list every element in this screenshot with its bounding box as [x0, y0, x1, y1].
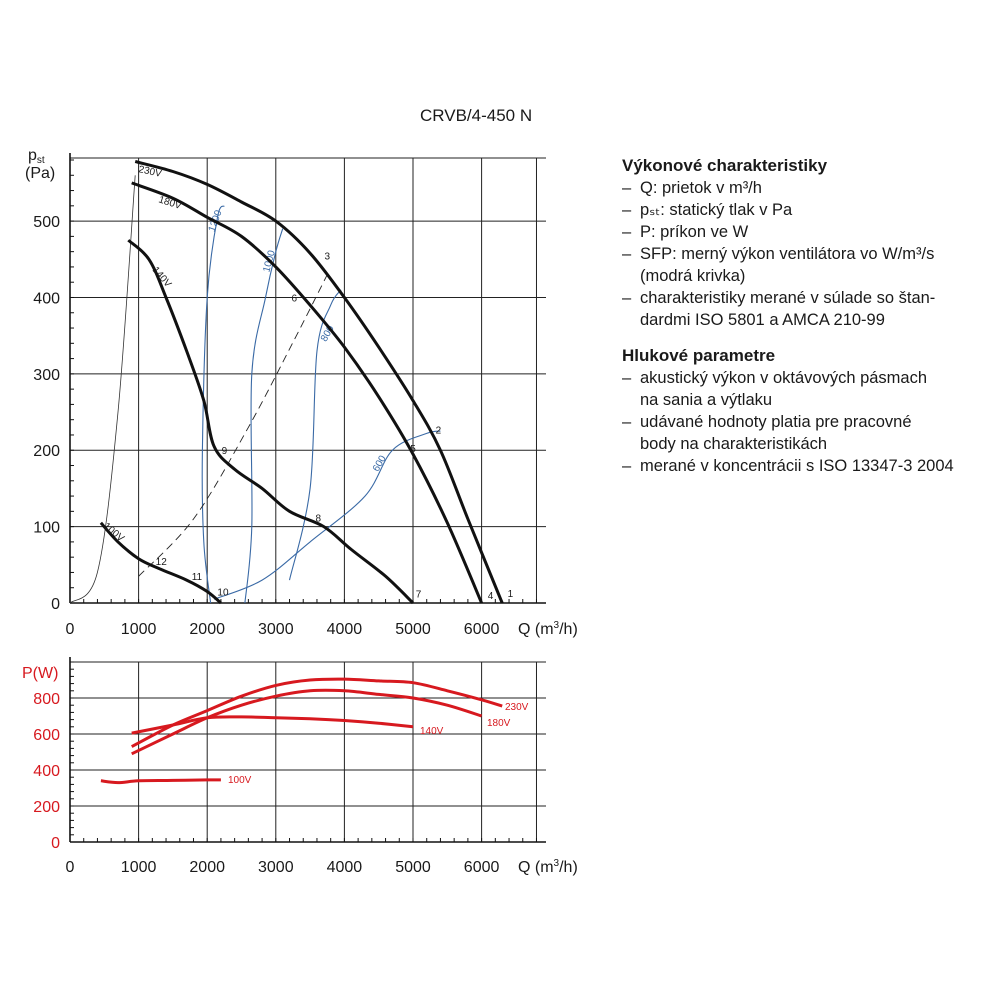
x-tick-label: 3000: [258, 859, 294, 876]
fan-curve-180V: [131, 181, 483, 604]
sfp-label: 600: [371, 453, 389, 473]
x-tick-label: 1000: [121, 859, 157, 876]
noise-item: udávané hodnoty platia pre pracovné body …: [622, 411, 992, 455]
y-axis-label: pst: [28, 147, 45, 166]
perf-item-line: Q: prietok v m³/h: [640, 179, 762, 197]
y-tick-label: 200: [33, 799, 60, 816]
perf-item: Q: prietok v m³/h: [622, 177, 992, 199]
y-axis-unit: (Pa): [25, 165, 55, 182]
pressure-chart: 0 1000 2000 3000 4000 5000 6000 0 100 200 300 400 50…: [25, 147, 578, 638]
voltage-label: 180V: [157, 194, 183, 212]
point-label: 11: [192, 572, 203, 583]
perf-title: Výkonové charakteristiky: [622, 156, 828, 175]
system-curve: [138, 274, 328, 577]
y-axis-label: P(W): [22, 665, 58, 682]
noise-title: Hlukové parametre: [622, 346, 776, 365]
power-chart: 0 1000 2000 3000 4000 5000 6000 0 200 400 600 800 P(…: [22, 657, 578, 876]
noise-list: akustický výkon v oktávových pásmach na s…: [622, 367, 992, 477]
point-label: 9: [222, 446, 228, 457]
power-curve-140V: [131, 715, 414, 735]
voltage-label: 230V: [505, 702, 529, 713]
y-tick-label: 400: [33, 290, 60, 307]
x-tick-label: 3000: [258, 621, 294, 638]
x-tick-label: 4000: [327, 859, 363, 876]
noise-item: akustický výkon v oktávových pásmach na s…: [622, 367, 992, 411]
perf-item-line: SFP: merný výkon ventilátora vo W/m³/s: [640, 245, 935, 263]
x-tick-label: 5000: [395, 859, 431, 876]
x-tick-label: 6000: [464, 859, 500, 876]
sfp-curve: [288, 289, 342, 581]
point-label: 4: [488, 591, 494, 602]
x-tick-label: 4000: [327, 621, 363, 638]
point-label: 10: [217, 587, 229, 598]
perf-item: pₛₜ: statický tlak v Pa: [622, 199, 992, 221]
sfp-curve: [244, 228, 284, 604]
x-tick-label: 2000: [189, 621, 225, 638]
perf-item-line: charakteristiky merané v súlade so štan-: [640, 289, 936, 307]
voltage-label: 140V: [420, 726, 444, 737]
noise-item: merané v koncentrácii s ISO 13347-3 2004: [622, 455, 992, 477]
point-label: 12: [156, 557, 168, 568]
y-tick-label: 100: [33, 520, 60, 537]
point-label: 6: [292, 293, 298, 304]
perf-item-line: (modrá krivka): [640, 267, 746, 285]
voltage-label: 100V: [228, 775, 252, 786]
x-axis-label: Q (m3/h): [518, 858, 578, 876]
x-tick-label: 0: [66, 621, 75, 638]
perf-item-line: pₛₜ: statický tlak v Pa: [640, 201, 793, 219]
fan-curve-100V: [99, 521, 222, 605]
sfp-curve: [213, 430, 441, 600]
power-curve-230V: [131, 677, 503, 748]
perf-item-line: dardmi ISO 5801 a AMCA 210-99: [640, 311, 885, 329]
voltage-label: 180V: [487, 718, 511, 729]
point-label: 7: [416, 590, 422, 601]
point-label: 3: [324, 251, 330, 262]
x-tick-label: 0: [66, 859, 75, 876]
noise-item-line: udávané hodnoty platia pre pracovné: [640, 413, 912, 431]
perf-item-line: P: príkon ve W: [640, 223, 749, 241]
point-label: 2: [436, 425, 442, 436]
y-tick-label: 300: [33, 367, 60, 384]
voltage-label: 230V: [137, 164, 162, 180]
stall-curve: [69, 175, 136, 604]
perf-item: charakteristiky merané v súlade so štan-…: [622, 287, 992, 331]
y-tick-label: 0: [51, 835, 60, 852]
point-label: 8: [316, 513, 322, 524]
y-tick-label: 400: [33, 763, 60, 780]
x-tick-label: 6000: [464, 621, 500, 638]
x-tick-label: 5000: [395, 621, 431, 638]
power-curve-100V: [100, 778, 221, 785]
x-axis-label: Q (m3/h): [518, 620, 578, 638]
fan-curve-140V: [127, 239, 415, 605]
perf-item: SFP: merný výkon ventilátora vo W/m³/s (m…: [622, 243, 992, 287]
fan-curve-230V: [134, 160, 504, 604]
noise-item-line: merané v koncentrácii s ISO 13347-3 2004: [640, 457, 954, 475]
x-tick-label: 2000: [189, 859, 225, 876]
x-tick-label: 1000: [121, 621, 157, 638]
y-tick-label: 200: [33, 443, 60, 460]
sfp-curve: [201, 205, 225, 604]
noise-item-line: akustický výkon v oktávových pásmach: [640, 369, 928, 387]
y-tick-label: 500: [33, 214, 60, 231]
model-title: CRVB/4-450 N: [420, 106, 533, 125]
noise-item-line: body na charakteristikách: [640, 435, 828, 453]
perf-item: P: príkon ve W: [622, 221, 992, 243]
point-label: 5: [410, 444, 416, 455]
legend-panel: Výkonové charakteristiky Q: prietok v m³…: [622, 155, 992, 491]
y-tick-label: 800: [33, 691, 60, 708]
noise-item-line: na sania a výtlaku: [640, 391, 773, 409]
y-tick-label: 600: [33, 727, 60, 744]
y-tick-label: 0: [51, 596, 60, 613]
point-label: 1: [508, 589, 514, 600]
perf-list: Q: prietok v m³/h pₛₜ: statický tlak v Pa…: [622, 177, 992, 331]
power-curve-180V: [131, 688, 483, 756]
